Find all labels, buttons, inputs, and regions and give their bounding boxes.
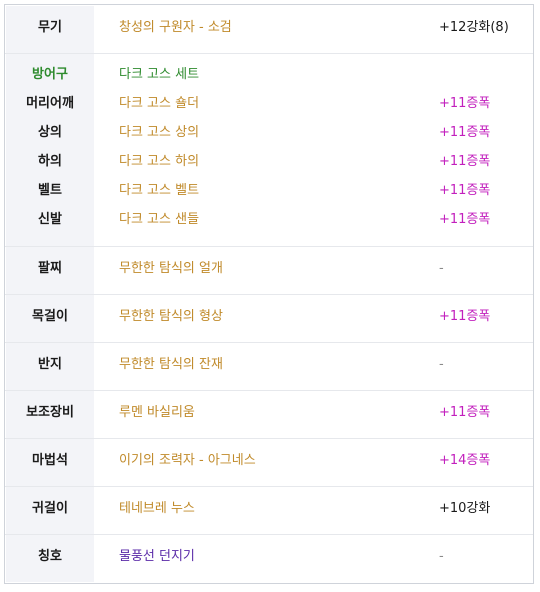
item-name-shoes[interactable]: 다크 고스 샌들 xyxy=(119,212,200,227)
slot-label-weapon: 무기 xyxy=(38,20,62,35)
enhance-shoulder: +11증폭 xyxy=(439,96,491,111)
slot-label-shoulder: 머리어깨 xyxy=(26,96,74,111)
slot-label-necklace: 목걸이 xyxy=(32,309,68,324)
row-divider xyxy=(5,294,533,295)
slot-label-earring: 귀걸이 xyxy=(32,501,68,516)
item-name-magic-stone[interactable]: 이기의 조력자 - 아그네스 xyxy=(119,453,256,468)
enhance-magic-stone: +14증폭 xyxy=(439,453,491,468)
item-name-weapon[interactable]: 창성의 구원자 - 소검 xyxy=(119,20,232,35)
enhance-ring: - xyxy=(439,357,444,372)
item-name-bottom[interactable]: 다크 고스 하의 xyxy=(119,154,200,169)
enhance-necklace: +11증폭 xyxy=(439,309,491,324)
row-divider xyxy=(5,486,533,487)
set-name-armor[interactable]: 다크 고스 세트 xyxy=(119,67,200,82)
item-name-support[interactable]: 루멘 바실리움 xyxy=(119,405,195,420)
row-divider xyxy=(5,342,533,343)
enhance-title: - xyxy=(439,549,444,564)
slot-label-magic-stone: 마법석 xyxy=(32,453,68,468)
item-name-earring[interactable]: 테네브레 누스 xyxy=(119,501,195,516)
item-name-title[interactable]: 물풍선 던지기 xyxy=(119,549,195,564)
enhance-shoes: +11증폭 xyxy=(439,212,491,227)
slot-label-bottom: 하의 xyxy=(38,154,62,169)
slot-label-top: 상의 xyxy=(38,125,62,140)
row-divider xyxy=(5,246,533,247)
slot-label-ring: 반지 xyxy=(38,357,62,372)
item-name-top[interactable]: 다크 고스 상의 xyxy=(119,125,200,140)
enhance-top: +11증폭 xyxy=(439,125,491,140)
item-name-shoulder[interactable]: 다크 고스 숄더 xyxy=(119,96,200,111)
set-label-armor: 방어구 xyxy=(32,67,68,82)
row-divider xyxy=(5,438,533,439)
row-divider xyxy=(5,534,533,535)
enhance-bracelet: - xyxy=(439,261,444,276)
row-divider xyxy=(5,390,533,391)
slot-label-bracelet: 팔찌 xyxy=(38,261,62,276)
enhance-support: +11증폭 xyxy=(439,405,491,420)
enhance-earring: +10강화 xyxy=(439,501,491,516)
item-name-bracelet[interactable]: 무한한 탐식의 얼개 xyxy=(119,261,223,276)
slot-label-belt: 벨트 xyxy=(38,183,62,198)
item-name-ring[interactable]: 무한한 탐식의 잔재 xyxy=(119,357,223,372)
enhance-bottom: +11증폭 xyxy=(439,154,491,169)
enhance-belt: +11증폭 xyxy=(439,183,491,198)
item-name-necklace[interactable]: 무한한 탐식의 형상 xyxy=(119,309,223,324)
slot-label-title: 칭호 xyxy=(38,549,62,564)
row-divider xyxy=(5,53,533,54)
slot-label-support: 보조장비 xyxy=(26,405,74,420)
slot-label-shoes: 신발 xyxy=(38,212,62,227)
enhance-weapon: +12강화(8) xyxy=(439,20,509,35)
equipment-table: 무기 창성의 구원자 - 소검 +12강화(8) 방어구 다크 고스 세트 머리… xyxy=(4,4,534,584)
item-name-belt[interactable]: 다크 고스 벨트 xyxy=(119,183,200,198)
